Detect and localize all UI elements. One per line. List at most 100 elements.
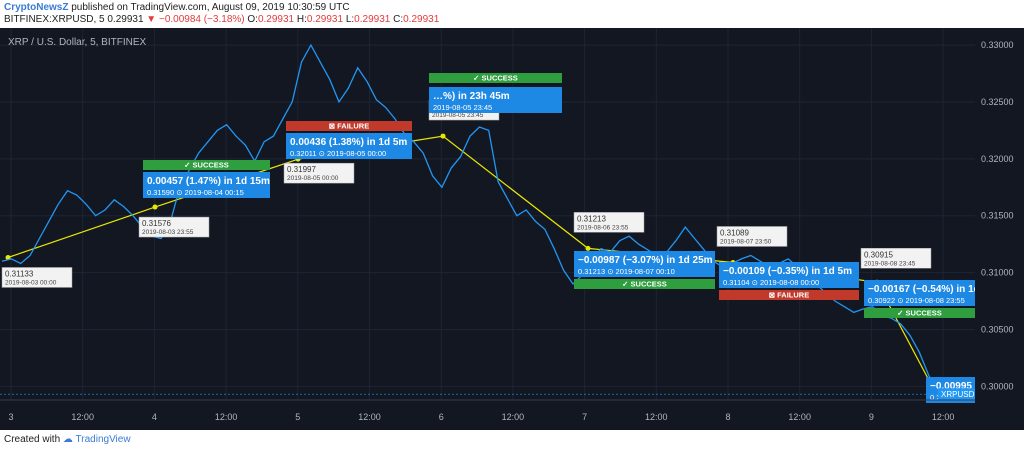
price-chart[interactable]: XRP / U.S. Dollar, 5, BITFINEX 0.3113320…: [0, 28, 1024, 430]
status-label: ✓ SUCCESS: [897, 309, 942, 318]
prediction-change: −0.00109 (−0.35%) in 1d 5m: [723, 266, 852, 277]
publish-info: CryptoNewsZ published on TradingView.com…: [4, 2, 350, 13]
x-tick-label: 12:00: [502, 412, 525, 422]
brand-name[interactable]: CryptoNewsZ: [4, 2, 69, 13]
prediction-change: 0.00457 (1.47%) in 1d 15m: [147, 176, 270, 187]
price-line: [1, 43, 939, 395]
down-arrow-icon: ▼: [146, 14, 157, 25]
point-label-box: [860, 248, 932, 269]
prediction-target: 2019-08-05 23:45: [433, 103, 492, 112]
y-tick-label: 0.30000: [981, 381, 1014, 391]
prediction-change: −0.00167 (−0.54%) in 1d: [868, 284, 980, 295]
y-tick-label: 0.31000: [981, 268, 1014, 278]
low-value: 0.29931: [354, 14, 391, 25]
success-badge: [864, 308, 975, 318]
open-label: O:: [247, 14, 258, 25]
point-label-date: 2019-08-06 23:55: [577, 224, 629, 231]
status-label: ⊠ FAILURE: [329, 122, 369, 131]
success-badge: [574, 279, 715, 289]
x-tick-label: 6: [439, 412, 444, 422]
open-value: 0.29931: [257, 14, 295, 25]
status-label: ✓ SUCCESS: [184, 161, 229, 170]
x-tick-label: 12:00: [788, 412, 811, 422]
x-tick-label: 5: [295, 412, 300, 422]
point-label-price: 0.31089: [720, 228, 749, 237]
prediction-box-bg: [286, 133, 412, 159]
x-tick-label: 9: [869, 412, 874, 422]
x-tick-label: 12:00: [932, 412, 955, 422]
point-label-box: [138, 216, 210, 238]
x-tick-label: 8: [725, 412, 730, 422]
point-label-price: 0.31997: [287, 165, 316, 174]
tradingview-logo-icon: ☁: [62, 434, 73, 445]
prediction-box-bg: [574, 251, 715, 277]
close-label: C:: [393, 14, 404, 25]
ohlc-bar: BITFINEX:XRPUSD, 5 0.29931 ▼ −0.00984 (−…: [4, 14, 439, 25]
prediction-target: 0.32011 ⊙ 2019-08-05 00:00: [290, 149, 386, 158]
x-tick-label: 7: [582, 412, 587, 422]
point-label-box: [283, 162, 355, 184]
symbol-tag-bg: [938, 388, 975, 401]
x-tick-label: 12:00: [215, 412, 238, 422]
low-label: L:: [345, 14, 355, 25]
point-label-price: 0.31576: [142, 219, 171, 228]
high-value: 0.29931: [306, 14, 344, 25]
status-label: ✓ SUCCESS: [473, 74, 518, 83]
point-label-date: 2019-08-07 23:50: [720, 238, 772, 245]
chart-title: XRP / U.S. Dollar, 5, BITFINEX: [8, 37, 147, 48]
point-label-date: 2019-08-05 00:00: [287, 175, 339, 182]
success-badge: [429, 73, 562, 83]
point-label-date: 2019-08-08 23:45: [864, 260, 916, 267]
point-label-date: 2019-08-05 23:45: [432, 112, 484, 119]
y-tick-label: 0.32500: [981, 97, 1014, 107]
prediction-target: 0.31213 ⊙ 2019-08-07 00:10: [578, 267, 675, 276]
prediction-box: −0.00109 (−0.35%) in 1d 5m0.31104 ⊙ 2019…: [719, 262, 859, 300]
point-label-price: 0.31133: [5, 269, 34, 278]
trend-point: [5, 254, 11, 260]
x-tick-label: 3: [8, 412, 13, 422]
failure-badge: [719, 290, 859, 300]
change-value: −0.00984 (−3.18%): [158, 14, 245, 25]
y-axis: 0.33000 0.32500 0.32000 0.31500 0.31000 0.305…: [975, 28, 1024, 430]
point-label-box: [1, 267, 73, 288]
footer: Created with ☁ TradingView: [4, 434, 131, 445]
prediction-change: …%) in 23h 45m: [433, 91, 510, 102]
symbol-tag-label: XRPUSD: [941, 390, 975, 399]
series-layer: [1, 43, 939, 395]
trend-point: [585, 245, 591, 251]
prediction-box-bg: [864, 280, 975, 306]
point-label-date: 2019-08-03 23:55: [142, 229, 194, 236]
symbol-label: BITFINEX:XRPUSD, 5: [4, 14, 105, 25]
last-price: 0.29931: [107, 14, 144, 25]
prediction-box-bg: [143, 172, 270, 198]
trend-point: [440, 133, 446, 139]
y-tick-label: 0.31500: [981, 211, 1014, 221]
y-tick-label: 0.33000: [981, 40, 1014, 50]
prediction-target: 0.31590 ⊙ 2019-08-04 00:15: [147, 188, 244, 197]
point-label-box: [573, 212, 645, 233]
tradingview-link[interactable]: TradingView: [75, 434, 131, 445]
point-label-box: [716, 226, 788, 247]
created-with-label: Created with: [4, 434, 61, 445]
success-badge: [143, 160, 270, 170]
prediction-box-bg: [429, 87, 562, 113]
high-label: H:: [296, 14, 307, 25]
x-tick-label: 4: [152, 412, 157, 422]
failure-badge: [286, 121, 412, 131]
close-value: 0.29931: [403, 14, 440, 25]
x-tick-label: 12:00: [71, 412, 94, 422]
x-tick-label: 12:00: [645, 412, 668, 422]
point-label-price: 0.30915: [864, 250, 893, 259]
y-axis-panel: [975, 28, 1024, 430]
x-tick-label: 12:00: [358, 412, 381, 422]
point-label-date: 2019-08-03 00:00: [5, 279, 57, 286]
trend-point: [152, 204, 158, 210]
